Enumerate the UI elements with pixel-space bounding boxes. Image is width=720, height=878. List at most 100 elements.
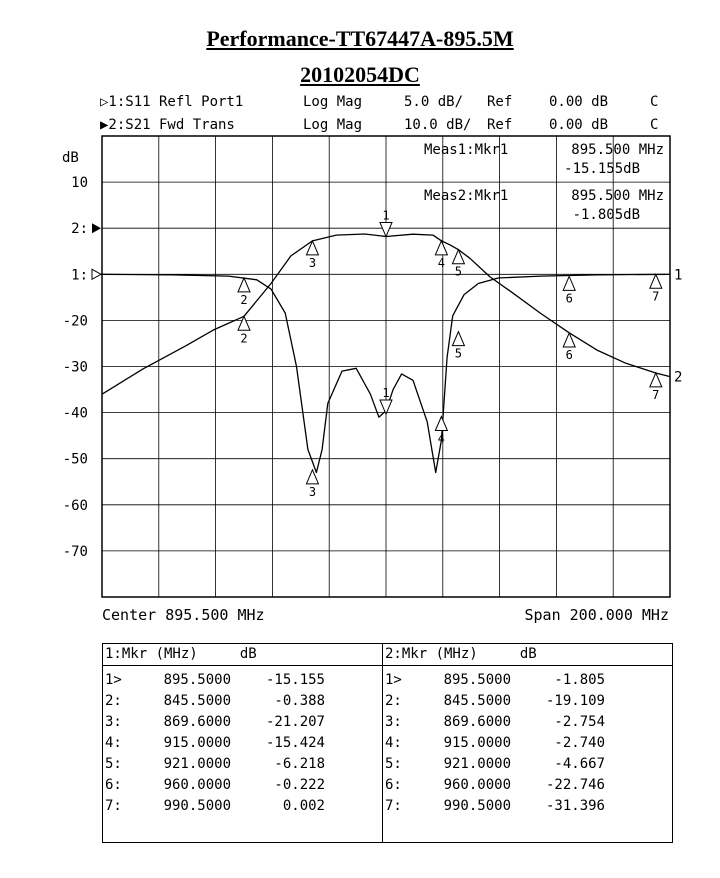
table-cell-f: 869.6000 bbox=[443, 714, 511, 730]
channel-header-lines: ▷1:S11 Refl Port1 Log Mag 5.0 dB/Ref 0.00 d… bbox=[100, 94, 658, 133]
marker-label: 3 bbox=[309, 485, 316, 499]
table-cell-id: 3: bbox=[105, 714, 122, 730]
table-cell-id: 2: bbox=[385, 693, 402, 709]
marker-label: 6 bbox=[566, 291, 573, 305]
table-cell-f: 869.6000 bbox=[163, 714, 231, 730]
marker-4-s21 bbox=[434, 239, 449, 256]
table-cell-v: -21.207 bbox=[265, 714, 325, 730]
table-cell-f: 960.0000 bbox=[443, 777, 511, 793]
marker-label: 7 bbox=[652, 289, 659, 303]
marker-2-s11 bbox=[237, 276, 251, 293]
table-cell-v: -4.667 bbox=[554, 756, 605, 772]
marker-7-s11 bbox=[649, 273, 663, 289]
table-cell-id: 6: bbox=[385, 777, 402, 793]
table-cell-v: -0.388 bbox=[274, 693, 325, 709]
ref-arrow-1 bbox=[91, 268, 103, 281]
channel-header-2-field: 10.0 dB/ bbox=[404, 117, 471, 133]
table-cell-v: -15.424 bbox=[265, 735, 325, 751]
table-cell-f: 895.5000 bbox=[443, 672, 511, 688]
channel-header-1-field: Log Mag bbox=[303, 94, 362, 110]
marker-label: 5 bbox=[455, 347, 462, 361]
marker-label: 7 bbox=[652, 388, 659, 402]
marker-3-s21 bbox=[305, 239, 320, 256]
channel-header-1-field: 0.00 dB bbox=[549, 94, 608, 110]
marker-label: 1 bbox=[382, 386, 389, 400]
chart-title: Performance-TT67447A-895.5M bbox=[206, 26, 514, 51]
table-cell-f: 915.0000 bbox=[443, 735, 511, 751]
span-label: Span 200.000 MHz bbox=[525, 606, 670, 624]
marker-table-s21: 2:Mkr (MHz) dB 1> 895.5000 -1.805 2: 845.500… bbox=[383, 644, 672, 842]
table-cell-id: 1> bbox=[105, 672, 122, 688]
y-tick-label: 10 bbox=[71, 175, 88, 191]
y-axis-unit: dB bbox=[62, 150, 79, 166]
channel-header-2-field: 0.00 dB bbox=[549, 117, 608, 133]
channel-header-1-field: Ref bbox=[487, 94, 512, 110]
y-tick-label: -20 bbox=[63, 313, 88, 329]
table-cell-v: -31.396 bbox=[545, 798, 605, 814]
marker-table-s11-header: 1:Mkr (MHz) dB bbox=[105, 646, 257, 662]
channel-header-1-field: 5.0 dB/ bbox=[404, 94, 463, 110]
table-cell-v: -15.155 bbox=[265, 672, 325, 688]
marker-table-s11: 1:Mkr (MHz) dB 1> 895.5000 -15.155 2: 845.50… bbox=[103, 644, 383, 842]
table-cell-id: 5: bbox=[105, 756, 122, 772]
table-cell-id: 4: bbox=[385, 735, 402, 751]
table-cell-f: 915.0000 bbox=[163, 735, 231, 751]
marker-table: 1:Mkr (MHz) dB 1> 895.5000 -15.155 2: 845.50… bbox=[102, 643, 673, 843]
y-tick-label: -30 bbox=[63, 360, 88, 376]
meas-1-freq: 895.500 MHz bbox=[571, 142, 664, 158]
table-cell-v: -2.754 bbox=[554, 714, 605, 730]
plot-grid bbox=[101, 135, 671, 598]
marker-6-s21 bbox=[562, 331, 576, 348]
marker-1-s21 bbox=[379, 222, 393, 238]
y-tick-label: -60 bbox=[63, 498, 88, 514]
channel-header-1-field: ▷1:S11 Refl Port1 bbox=[100, 94, 243, 110]
table-cell-id: 6: bbox=[105, 777, 122, 793]
table-cell-v: -0.222 bbox=[274, 777, 325, 793]
center-label: Center 895.500 MHz bbox=[102, 606, 265, 624]
marker-label: 5 bbox=[455, 265, 462, 279]
marker-5-s11 bbox=[451, 330, 466, 347]
channel-header-1-field: C bbox=[650, 94, 658, 110]
trace-end-label: 1 bbox=[674, 267, 682, 283]
table-cell-f: 990.5000 bbox=[443, 798, 511, 814]
marker-label: 1 bbox=[382, 209, 389, 223]
table-cell-f: 845.5000 bbox=[163, 693, 231, 709]
table-cell-id: 7: bbox=[385, 798, 402, 814]
table-cell-id: 1> bbox=[385, 672, 402, 688]
meas-2-freq: 895.500 MHz bbox=[571, 188, 664, 204]
marker-label: 2 bbox=[240, 331, 247, 345]
marker-2-s21 bbox=[237, 315, 251, 331]
y-tick-label: -40 bbox=[63, 406, 88, 422]
meas-1-value: -15.155dB bbox=[564, 161, 640, 177]
meas-2-label: Meas2:Mkr1 bbox=[424, 188, 508, 204]
table-cell-f: 921.0000 bbox=[443, 756, 511, 772]
table-cell-id: 4: bbox=[105, 735, 122, 751]
table-cell-f: 960.0000 bbox=[163, 777, 231, 793]
y-tick-label: 1: bbox=[71, 267, 88, 283]
meas-2-value: -1.805dB bbox=[573, 207, 640, 223]
marker-5-s21 bbox=[451, 248, 466, 265]
table-cell-f: 845.5000 bbox=[443, 693, 511, 709]
table-cell-f: 921.0000 bbox=[163, 756, 231, 772]
marker-1-s11 bbox=[379, 399, 393, 416]
table-cell-id: 5: bbox=[385, 756, 402, 772]
marker-label: 2 bbox=[240, 293, 247, 307]
trace-1 bbox=[101, 273, 671, 474]
traces: 12 bbox=[101, 233, 682, 474]
table-cell-v: -1.805 bbox=[554, 672, 605, 688]
marker-table-s21-header: 2:Mkr (MHz) dB bbox=[385, 646, 537, 662]
y-tick-label: -50 bbox=[63, 452, 88, 468]
table-cell-v: 0.002 bbox=[282, 798, 325, 814]
ref-arrow-2 bbox=[92, 223, 101, 234]
marker-label: 4 bbox=[438, 432, 445, 446]
channel-header-2-field: ▶2:S21 Fwd Trans bbox=[100, 117, 235, 133]
table-cell-id: 7: bbox=[105, 798, 122, 814]
plot-area: ▷1:S11 Refl Port1 Log Mag 5.0 dB/Ref 0.00 d… bbox=[62, 94, 682, 624]
table-cell-f: 895.5000 bbox=[163, 672, 231, 688]
channel-header-2-field: Ref bbox=[487, 117, 512, 133]
marker-7-s21 bbox=[649, 371, 663, 388]
table-cell-v: -19.109 bbox=[545, 693, 605, 709]
trace-end-label: 2 bbox=[674, 370, 682, 386]
marker-label: 6 bbox=[566, 348, 573, 362]
